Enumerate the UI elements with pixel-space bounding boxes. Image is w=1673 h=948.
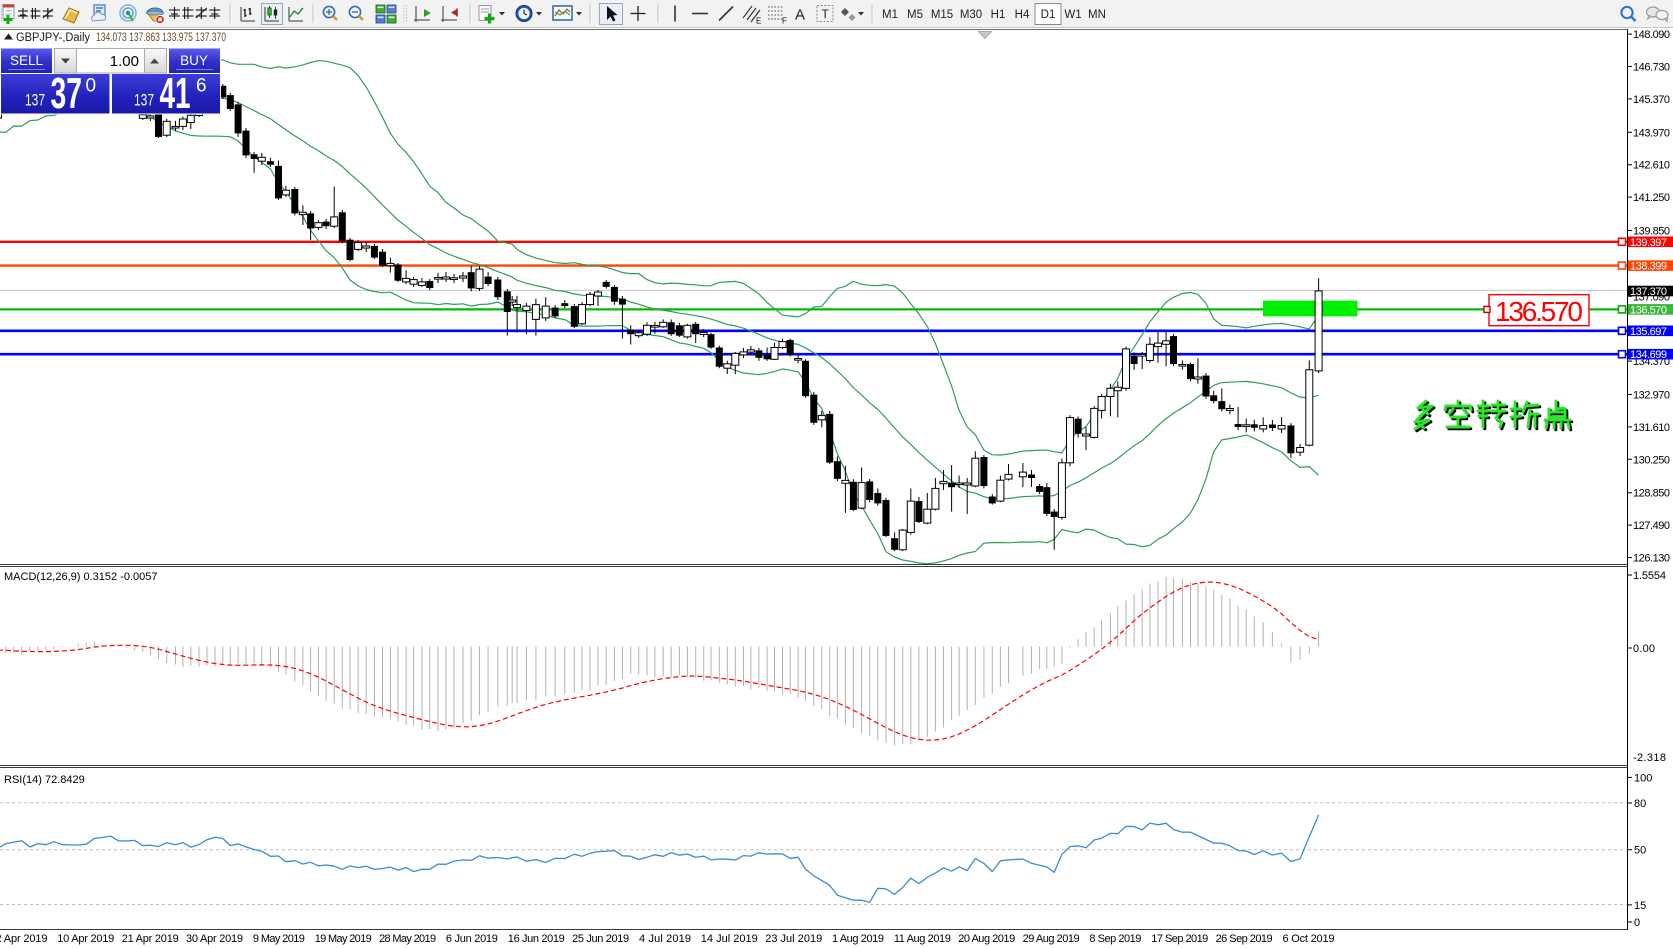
svg-text:50: 50	[1634, 845, 1646, 857]
svg-text:2 Apr 2019: 2 Apr 2019	[0, 933, 48, 945]
svg-text:17 Sep 2019: 17 Sep 2019	[1151, 933, 1208, 945]
svg-text:126.130: 126.130	[1633, 553, 1670, 565]
svg-text:0: 0	[1634, 917, 1640, 929]
svg-text:21 Apr 2019: 21 Apr 2019	[122, 933, 179, 945]
svg-text:137.370: 137.370	[1630, 286, 1667, 298]
svg-text:143.970: 143.970	[1633, 127, 1670, 139]
svg-text:RSI(14) 72.8429: RSI(14) 72.8429	[4, 774, 85, 786]
svg-text:A: A	[795, 7, 805, 24]
svg-text:25 Jun 2019: 25 Jun 2019	[572, 933, 629, 945]
svg-text:131.610: 131.610	[1633, 422, 1670, 434]
svg-text:M30: M30	[960, 9, 982, 21]
svg-text:0.00: 0.00	[1633, 643, 1655, 655]
svg-text:M1: M1	[882, 9, 898, 21]
svg-text:80: 80	[1634, 798, 1646, 810]
svg-text:134.699: 134.699	[1630, 349, 1667, 361]
svg-text:139.850: 139.850	[1633, 226, 1670, 238]
svg-text:-2.318: -2.318	[1633, 752, 1666, 764]
svg-text:14 Jul 2019: 14 Jul 2019	[701, 933, 758, 945]
svg-text:GBPJPY-,Daily: GBPJPY-,Daily	[16, 32, 90, 44]
svg-text:F: F	[782, 17, 787, 26]
svg-text:6: 6	[196, 76, 207, 97]
svg-text:130.250: 130.250	[1633, 454, 1670, 466]
svg-text:136.570: 136.570	[1630, 304, 1667, 316]
svg-text:141.250: 141.250	[1633, 192, 1670, 204]
svg-text:6 Jun 2019: 6 Jun 2019	[446, 933, 498, 945]
svg-text:30 Apr 2019: 30 Apr 2019	[186, 933, 243, 945]
svg-text:26 Sep 2019: 26 Sep 2019	[1216, 933, 1273, 945]
svg-text:137: 137	[134, 91, 154, 110]
svg-text:M5: M5	[907, 9, 923, 21]
svg-text:T: T	[822, 7, 830, 21]
svg-text:MN: MN	[1088, 9, 1106, 21]
svg-text:E: E	[756, 17, 761, 26]
svg-text:145.370: 145.370	[1633, 94, 1670, 106]
svg-text:127.490: 127.490	[1633, 520, 1670, 532]
svg-text:16 Jun 2019: 16 Jun 2019	[508, 933, 565, 945]
svg-text:20 Aug 2019: 20 Aug 2019	[958, 933, 1015, 945]
svg-text:D1: D1	[1041, 9, 1056, 21]
svg-text:BUY: BUY	[180, 53, 208, 68]
svg-text:136.570: 136.570	[1495, 296, 1583, 327]
svg-text:M15: M15	[931, 9, 953, 21]
svg-text:100: 100	[1634, 772, 1652, 784]
svg-text:W1: W1	[1064, 9, 1081, 21]
svg-text:28 May 2019: 28 May 2019	[379, 933, 436, 945]
svg-text:142.610: 142.610	[1633, 160, 1670, 172]
svg-text:MACD(12,26,9) 0.3152 -0.0057: MACD(12,26,9) 0.3152 -0.0057	[4, 571, 157, 583]
svg-text:41: 41	[160, 69, 191, 118]
svg-text:128.850: 128.850	[1633, 488, 1670, 500]
svg-text:15: 15	[1634, 900, 1646, 912]
svg-text:1.00: 1.00	[110, 53, 139, 70]
svg-text:8 Sep 2019: 8 Sep 2019	[1089, 933, 1141, 945]
svg-text:29 Aug 2019: 29 Aug 2019	[1023, 933, 1080, 945]
svg-text:SELL: SELL	[10, 53, 44, 68]
svg-text:137: 137	[25, 91, 45, 110]
svg-text:0: 0	[86, 76, 97, 97]
svg-text:146.730: 146.730	[1633, 62, 1670, 74]
svg-text:148.090: 148.090	[1633, 29, 1670, 41]
svg-text:1 Aug 2019: 1 Aug 2019	[832, 933, 884, 945]
svg-text:11 Aug 2019: 11 Aug 2019	[894, 933, 951, 945]
svg-text:134.073 137.863 133.975 137.37: 134.073 137.863 133.975 137.370	[96, 32, 226, 44]
svg-text:37: 37	[51, 69, 83, 118]
svg-text:19 May 2019: 19 May 2019	[315, 933, 372, 945]
svg-text:139.397: 139.397	[1630, 237, 1667, 249]
svg-text:6 Oct 2019: 6 Oct 2019	[1283, 933, 1335, 945]
svg-text:135.697: 135.697	[1630, 326, 1667, 338]
svg-text:23 Jul 2019: 23 Jul 2019	[765, 933, 822, 945]
svg-text:H4: H4	[1015, 9, 1030, 21]
svg-text:132.970: 132.970	[1633, 390, 1670, 402]
svg-text:1.5554: 1.5554	[1633, 570, 1666, 582]
svg-text:H1: H1	[991, 9, 1006, 21]
svg-text:4 Jul 2019: 4 Jul 2019	[639, 933, 691, 945]
svg-text:138.399: 138.399	[1630, 261, 1667, 273]
svg-text:9 May 2019: 9 May 2019	[253, 933, 305, 945]
svg-text:10 Apr 2019: 10 Apr 2019	[57, 933, 114, 945]
